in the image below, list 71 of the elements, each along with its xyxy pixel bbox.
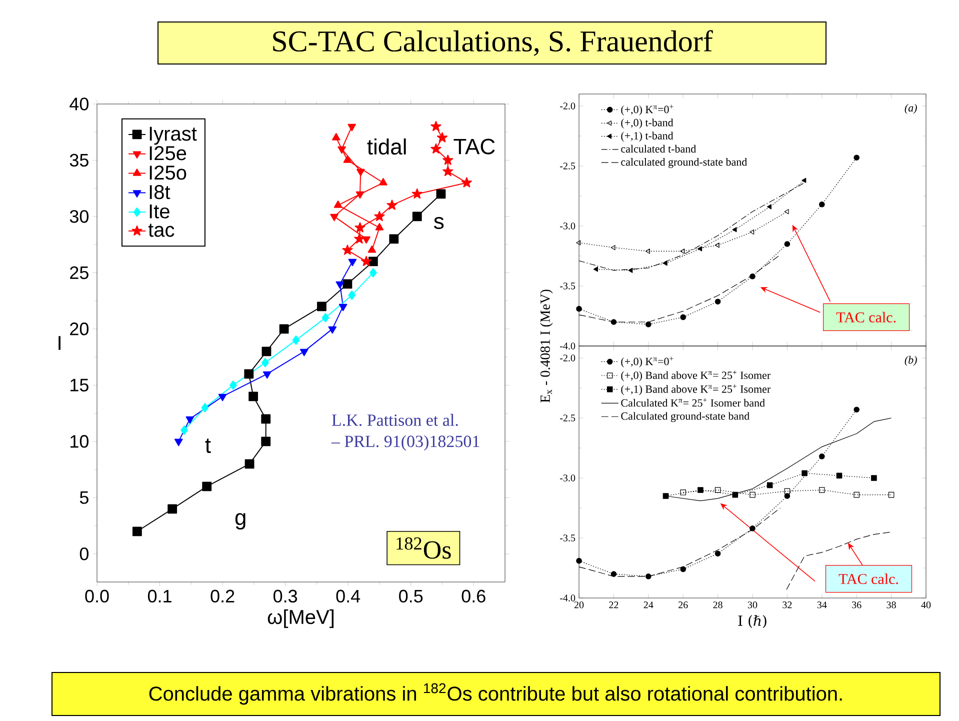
x-tick-label: 0.1 [148,590,172,603]
x-tick-label: 0.6 [462,590,486,603]
annotation: t [205,438,211,453]
y-tick-label: -4.0 [560,594,576,602]
legend-label: I8t [150,185,170,200]
annotation: (b) [904,356,917,366]
y-tick-label: -3.0 [560,474,576,482]
y-tick-label: -2.5 [560,162,576,170]
annotation: TAC [454,138,495,154]
legend-label: Calculated K$^{π}$= 25$^{+}$ Isomer band [621,398,765,407]
legend-label: tac [148,224,174,237]
y-tick-label: 15 [70,378,88,392]
x-tick-label: 0.5 [399,590,423,603]
annotation: (a) [904,104,917,114]
x-tick-label: 26 [678,602,688,608]
chart-title: SC-TAC Calculations, S. Frauendorf [273,30,713,56]
y-tick-label: -2.0 [560,354,576,362]
x-axis-title: ω[MeV] [268,609,334,628]
y-tick-label: -4.0 [560,342,576,350]
annotation: – PRL. 91(03)182501 [331,435,480,451]
y-tick-label: 35 [70,154,88,167]
y-tick-label: -3.5 [560,534,576,542]
annotation: TAC calc. [836,312,896,323]
legend-label: Ite [150,204,170,218]
y-tick-label: 10 [70,435,88,448]
legend-label: (+,0) K$^{π}$=0$^{+}$ [621,104,674,116]
y-axis-title: I [58,336,60,350]
y-tick-label: 0 [80,548,89,560]
y-tick-label: -2.0 [560,102,576,110]
x-tick-label: 0.2 [210,590,234,603]
legend-label: I25o [150,166,186,180]
legend-label: (+,0) t-band [621,118,674,129]
y-tick-label: -3.5 [560,282,576,290]
annotation: TAC calc. [838,574,898,584]
legend-label: (+,0) K$^{π}$=0$^{+}$ [621,356,674,368]
y-tick-label: -3.0 [560,222,576,230]
legend-label: (+,1) Band above K$^{π}$= 25$^{+}$ Isomer [621,384,771,396]
legend-label: I25e [150,146,186,160]
x-tick-label: 30 [748,602,758,608]
x-tick-label: 22 [609,602,618,608]
legend-label: calculated t-band [621,144,696,153]
legend-label: (+,1) t-band [621,132,674,142]
y-tick-label: 25 [70,266,88,280]
x-tick-label: 0.3 [274,590,298,603]
text: Conclude gamma vibrations in $^{182}$Os contribute but also rotational contribution. [149,683,842,705]
annotation: $^{182}$Os [396,537,451,559]
y-tick-label: 30 [70,210,88,223]
legend-label: calculated ground-state band [621,158,748,168]
x-tick-label: 38 [886,602,896,608]
y-tick-label: 5 [80,491,88,504]
legend-label: Iyrast [150,126,197,145]
y-axis-title: E$_{x}$ - 0.4081 I (MeV) [540,290,553,403]
x-tick-label: 0.4 [336,590,360,603]
x-axis-title: I (ℏ) [738,615,766,628]
x-tick-label: 34 [817,602,827,608]
annotation: L.K. Pattison et al. [332,414,458,426]
x-tick-label: 20 [574,602,584,608]
x-tick-label: 36 [852,602,862,608]
annotation: tidal [367,138,406,155]
x-tick-label: 32 [782,602,792,608]
x-tick-label: 40 [921,602,931,608]
legend-label: (+,0) Band above K$^{π}$= 25$^{+}$ Isomer [621,370,771,382]
x-tick-label: 28 [713,602,722,608]
y-tick-label: 20 [70,322,88,336]
y-tick-label: 40 [70,98,88,110]
y-tick-label: -2.5 [560,414,576,422]
annotation: g [235,513,246,530]
x-tick-label: 0.0 [85,590,109,603]
annotation: s [434,217,444,230]
x-tick-label: 24 [644,602,654,608]
legend-label: Calculated ground-state band [621,412,750,422]
